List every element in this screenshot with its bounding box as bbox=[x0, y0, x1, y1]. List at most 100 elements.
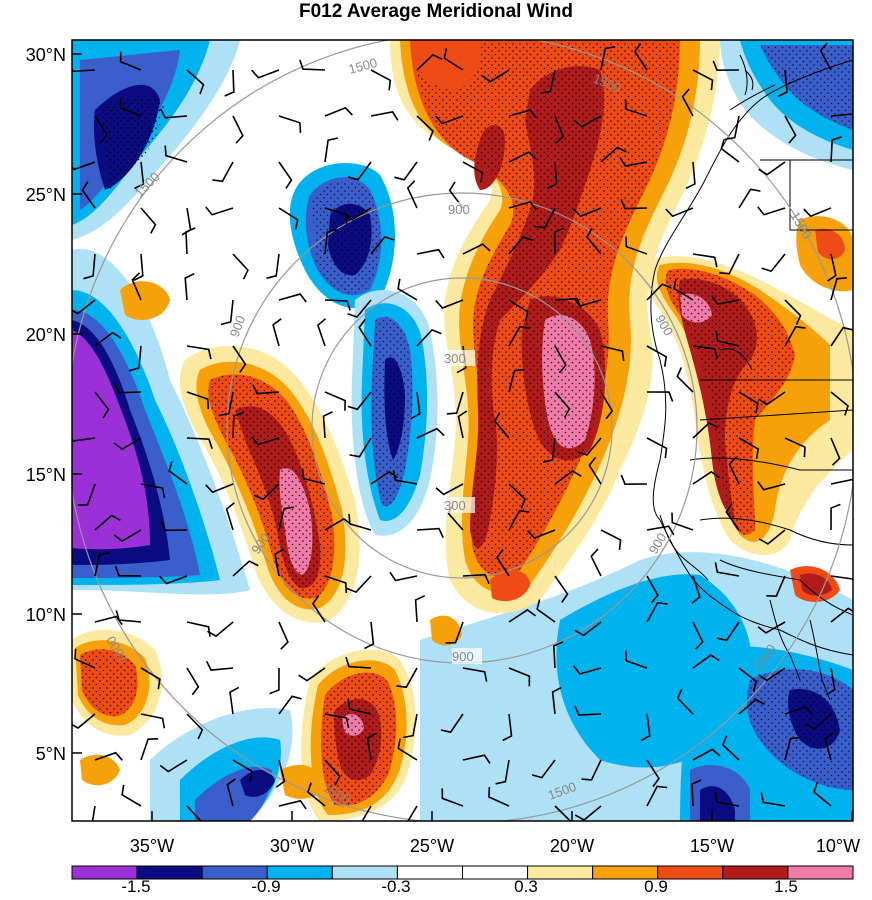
wind-barb bbox=[830, 503, 841, 531]
wind-barb bbox=[646, 575, 659, 604]
wind-barb bbox=[324, 106, 353, 117]
plot-frame bbox=[71, 39, 854, 822]
wind-barb bbox=[278, 799, 307, 810]
lon-label-15w: 15°W bbox=[690, 836, 734, 856]
wind-barb bbox=[462, 243, 491, 255]
wind-barb bbox=[121, 784, 142, 807]
wind-barb bbox=[72, 161, 96, 171]
wind-barb bbox=[115, 610, 142, 623]
wind-barb bbox=[462, 573, 490, 585]
wind-barb bbox=[164, 145, 188, 163]
wind-barb bbox=[232, 759, 253, 782]
wind-barb bbox=[140, 667, 161, 690]
wind-barb bbox=[229, 686, 240, 715]
wind-barb bbox=[692, 748, 721, 761]
wind-barb bbox=[186, 69, 205, 95]
wind-barb bbox=[129, 345, 142, 372]
wind-barb bbox=[547, 161, 558, 189]
wind-barb bbox=[588, 456, 602, 485]
wind-barb bbox=[83, 253, 96, 280]
wind-barb bbox=[830, 136, 842, 163]
wind-barb bbox=[346, 575, 372, 594]
wind-barb bbox=[407, 805, 418, 821]
wind-barb bbox=[600, 345, 625, 362]
wind-barb bbox=[830, 326, 853, 347]
wind-barb bbox=[416, 53, 443, 71]
wind-barb bbox=[496, 548, 510, 577]
wind-barb bbox=[600, 391, 614, 420]
map-title: F012 Average Meridional Wind bbox=[299, 1, 573, 22]
wind-barb bbox=[159, 759, 188, 773]
wind-barb bbox=[824, 732, 834, 761]
wind-barb bbox=[74, 648, 96, 669]
wind-barb bbox=[620, 199, 648, 210]
wind-barb bbox=[114, 566, 142, 577]
ring-label-300-south: 300 bbox=[444, 498, 466, 513]
wind-barb bbox=[719, 253, 740, 275]
lon-label-30w: 30°W bbox=[270, 836, 314, 856]
wind-barb bbox=[527, 529, 556, 540]
lat-label-15n: 15°N bbox=[26, 465, 66, 485]
wind-barb bbox=[416, 248, 445, 259]
wind-barb bbox=[830, 277, 847, 301]
wind-barb bbox=[278, 695, 302, 715]
wind-barb bbox=[72, 67, 96, 73]
wind-barb bbox=[712, 60, 740, 72]
lon-label-35w: 35°W bbox=[130, 836, 174, 856]
wind-barb bbox=[324, 299, 351, 311]
wind-barb bbox=[551, 686, 562, 715]
wind-barb bbox=[481, 69, 510, 83]
wind-barb bbox=[805, 713, 832, 730]
wind-barb bbox=[676, 688, 694, 715]
wind-barb bbox=[324, 391, 347, 411]
wind-barb bbox=[784, 325, 806, 347]
wind-barb bbox=[646, 391, 674, 402]
wind-barb bbox=[272, 318, 282, 347]
wind-barb bbox=[113, 529, 142, 543]
wind-barb bbox=[119, 97, 142, 117]
wind-barb bbox=[757, 621, 786, 634]
wind-barb bbox=[278, 293, 307, 303]
wind-barb bbox=[766, 575, 786, 598]
wind-barb bbox=[298, 667, 326, 682]
ring-label-900-south: 900 bbox=[452, 649, 474, 664]
wind-barb bbox=[94, 552, 110, 577]
wind-barb bbox=[554, 575, 569, 603]
lat-label-10n: 10°N bbox=[26, 605, 66, 625]
wind-barb bbox=[646, 283, 672, 301]
wind-barb bbox=[160, 520, 188, 532]
wind-barb bbox=[738, 437, 759, 459]
longitude-axis: 35°W 30°W 25°W 20°W 15°W 10°W bbox=[130, 836, 860, 856]
wind-barb bbox=[159, 108, 188, 119]
wind-barb bbox=[370, 111, 399, 121]
wind-barb bbox=[159, 575, 188, 585]
wind-barb bbox=[716, 621, 740, 642]
wind-barb bbox=[665, 207, 694, 218]
wind-barb bbox=[676, 367, 694, 393]
wind-barb bbox=[324, 228, 338, 255]
wind-barb bbox=[646, 345, 668, 367]
wind-barb bbox=[685, 161, 696, 190]
wind-barb bbox=[553, 227, 565, 255]
wind-barb bbox=[830, 391, 849, 416]
wind-barb bbox=[625, 650, 648, 669]
colorbar-swatch bbox=[787, 865, 854, 880]
lat-label-30n: 30°N bbox=[26, 45, 66, 65]
wind-barb bbox=[186, 667, 200, 696]
wind-barb bbox=[441, 788, 464, 807]
wind-barb bbox=[392, 470, 418, 485]
wind-barb bbox=[134, 161, 145, 190]
wind-barb bbox=[94, 751, 123, 761]
wind-barb bbox=[757, 206, 786, 216]
wind-barb bbox=[358, 318, 372, 347]
wind-barb bbox=[758, 667, 786, 682]
coastlines bbox=[650, 54, 853, 701]
wind-barb bbox=[757, 481, 786, 491]
wind-barb bbox=[251, 69, 280, 79]
wind-barb bbox=[803, 207, 832, 218]
wind-barb bbox=[540, 69, 556, 94]
wind-barb bbox=[364, 621, 375, 650]
wind-barb bbox=[343, 207, 372, 221]
wind-barb bbox=[554, 805, 572, 821]
